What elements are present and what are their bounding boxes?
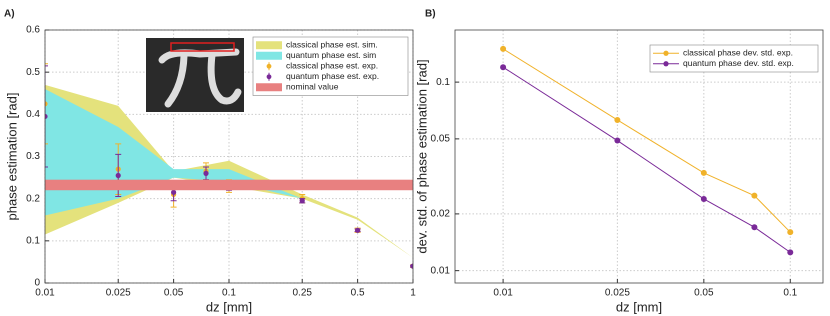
point bbox=[751, 224, 758, 231]
point bbox=[45, 101, 48, 107]
x-tick-label: 0.025 bbox=[106, 288, 131, 299]
point bbox=[45, 113, 48, 120]
x-tick-label: 0.25 bbox=[292, 288, 312, 299]
y-tick-label: 0.01 bbox=[431, 265, 451, 276]
x-axis-label: dz [mm] bbox=[616, 299, 662, 314]
x-tick-label: 0.05 bbox=[164, 288, 184, 299]
x-tick-label: 0.01 bbox=[493, 288, 513, 299]
plots: 0.01 0.025 0.05 0.1 0.25 0.5 1 0 0.1 0.2 0.3 0.4 0.5… bbox=[4, 9, 824, 314]
point bbox=[500, 45, 507, 52]
panel-label: A) bbox=[4, 9, 15, 20]
point bbox=[171, 189, 177, 195]
panel: 0.01 0.025 0.05 0.1 0.01 0.02 0.05 0.1 B) dz [mm]… bbox=[414, 9, 824, 314]
x-tick-label: 1 bbox=[410, 288, 416, 299]
point bbox=[700, 195, 707, 202]
point bbox=[787, 249, 794, 256]
data-layer bbox=[45, 63, 413, 269]
axes-frame bbox=[454, 29, 824, 284]
legend-label: quantum phase dev. std. exp. bbox=[683, 58, 794, 68]
sim-band bbox=[45, 89, 413, 258]
error-bar bbox=[45, 65, 48, 168]
point bbox=[614, 137, 621, 144]
point bbox=[700, 169, 707, 176]
error-bar bbox=[45, 63, 48, 145]
inset-pi-leg bbox=[207, 51, 242, 105]
inset-pi-bar bbox=[158, 48, 240, 64]
legend-label: quantum phase est. exp. bbox=[286, 71, 379, 81]
legend-label: nominal value bbox=[286, 82, 339, 92]
legend-box bbox=[649, 44, 819, 73]
legend-swatch bbox=[663, 61, 669, 67]
legend-label: classical phase est. exp. bbox=[286, 61, 378, 71]
axes-frame bbox=[44, 29, 414, 284]
inset-image bbox=[146, 38, 244, 112]
y-axis-label: dev. std. of phase estimation [rad] bbox=[414, 59, 429, 253]
legend-swatch bbox=[256, 83, 282, 92]
x-axis-label: dz [mm] bbox=[206, 299, 252, 314]
y-tick-label: 0.5 bbox=[26, 67, 40, 78]
legend-label: classical phase est. sim. bbox=[286, 40, 378, 50]
y-tick-label: 0.02 bbox=[431, 209, 451, 220]
point bbox=[614, 116, 621, 123]
x-tick-label: 0.5 bbox=[351, 288, 365, 299]
y-tick-label: 0 bbox=[34, 278, 40, 289]
nominal-band bbox=[45, 179, 413, 191]
point bbox=[410, 263, 413, 269]
inset-roi bbox=[170, 42, 235, 52]
panel-label: B) bbox=[425, 9, 436, 20]
legend-swatch bbox=[256, 51, 282, 60]
y-tick-label: 0.6 bbox=[26, 25, 40, 36]
x-tick-label: 0.025 bbox=[605, 288, 630, 299]
inset-pi-leg bbox=[164, 52, 188, 108]
point bbox=[751, 192, 758, 199]
y-axis-label: phase estimation [rad] bbox=[4, 93, 19, 221]
x-tick-label: 0.1 bbox=[222, 288, 236, 299]
x-tick-label: 0.1 bbox=[783, 288, 797, 299]
legend-swatch bbox=[266, 74, 272, 80]
y-tick-label: 0.1 bbox=[436, 77, 450, 88]
legend-swatch bbox=[663, 50, 669, 56]
point bbox=[115, 172, 121, 179]
point bbox=[355, 227, 361, 233]
y-tick-label: 0.1 bbox=[26, 235, 40, 246]
y-tick-label: 0.3 bbox=[26, 151, 40, 162]
x-tick-label: 0.05 bbox=[694, 288, 714, 299]
y-tick-label: 0.05 bbox=[431, 134, 451, 145]
x-tick-label: 0.01 bbox=[35, 288, 55, 299]
y-tick-label: 0.2 bbox=[26, 193, 40, 204]
data-layer bbox=[500, 45, 794, 256]
legend-label: quantum phase est. sim bbox=[286, 50, 376, 60]
legend-label: classical phase dev. std. exp. bbox=[683, 48, 793, 58]
point bbox=[203, 170, 209, 176]
y-tick-label: 0.4 bbox=[26, 109, 40, 120]
legend-swatch bbox=[266, 63, 272, 69]
point bbox=[500, 64, 507, 71]
legend-swatch bbox=[256, 41, 282, 50]
point bbox=[299, 198, 305, 204]
point bbox=[787, 229, 794, 236]
